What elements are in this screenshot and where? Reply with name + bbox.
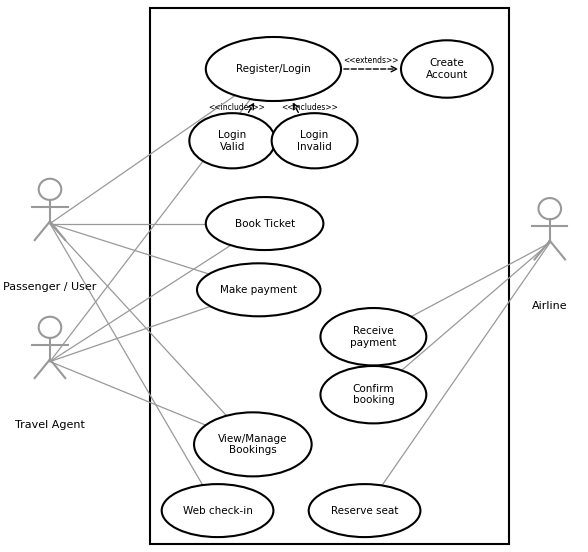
Text: Create
Account: Create Account: [426, 58, 468, 80]
Ellipse shape: [320, 308, 426, 365]
Text: Web check-in: Web check-in: [183, 506, 252, 516]
Text: Login
Invalid: Login Invalid: [297, 130, 332, 152]
Text: Travel Agent: Travel Agent: [15, 420, 85, 429]
Text: View/Manage
Bookings: View/Manage Bookings: [218, 433, 288, 455]
Text: Confirm
booking: Confirm booking: [352, 384, 395, 406]
Text: Reserve seat: Reserve seat: [331, 506, 398, 516]
Ellipse shape: [401, 40, 493, 98]
Text: <<extends>>: <<extends>>: [343, 56, 399, 65]
Text: <<includes>>: <<includes>>: [208, 103, 265, 112]
Ellipse shape: [162, 484, 273, 537]
Ellipse shape: [197, 263, 320, 316]
Text: Passenger / User: Passenger / User: [4, 282, 96, 291]
Text: Airline: Airline: [532, 301, 567, 311]
Text: Make payment: Make payment: [220, 285, 297, 295]
Text: Receive
payment: Receive payment: [350, 326, 396, 348]
Ellipse shape: [206, 197, 323, 250]
Text: <<includes>>: <<includes>>: [282, 103, 339, 112]
Ellipse shape: [189, 113, 275, 168]
Text: Login
Valid: Login Valid: [218, 130, 246, 152]
Ellipse shape: [320, 366, 426, 423]
Ellipse shape: [272, 113, 358, 168]
Text: Book Ticket: Book Ticket: [235, 219, 295, 229]
Text: Register/Login: Register/Login: [236, 64, 311, 74]
Ellipse shape: [309, 484, 420, 537]
Ellipse shape: [194, 412, 312, 476]
Ellipse shape: [206, 37, 341, 101]
FancyBboxPatch shape: [150, 8, 509, 544]
